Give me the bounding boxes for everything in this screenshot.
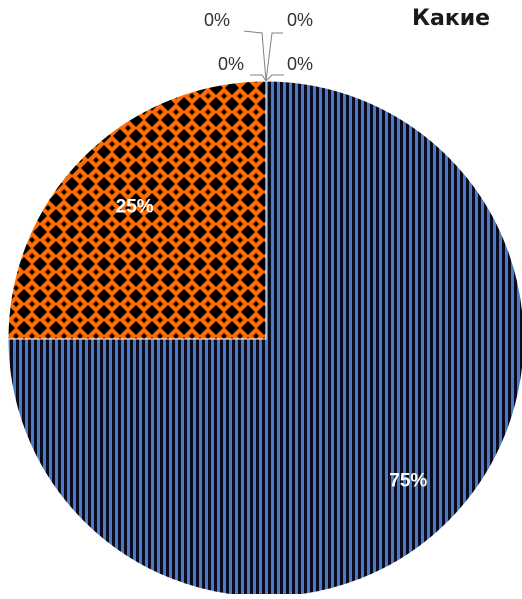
slice-label-2: 0%: [204, 10, 230, 30]
slice-label-1: 25%: [116, 197, 154, 218]
pie-slice-1: [7, 80, 267, 340]
leader-line-3: [265, 32, 283, 82]
leader-line-4: [250, 74, 267, 82]
chart-title: Какие: [412, 6, 491, 31]
leader-line-5: [265, 74, 284, 82]
slice-label-0: 75%: [389, 470, 427, 491]
slice-label-3: 0%: [287, 10, 313, 30]
leader-line-2: [243, 30, 267, 82]
slice-label-4: 0%: [218, 54, 244, 74]
slice-label-5: 0%: [287, 54, 313, 74]
pie-slice-0: [7, 80, 522, 598]
